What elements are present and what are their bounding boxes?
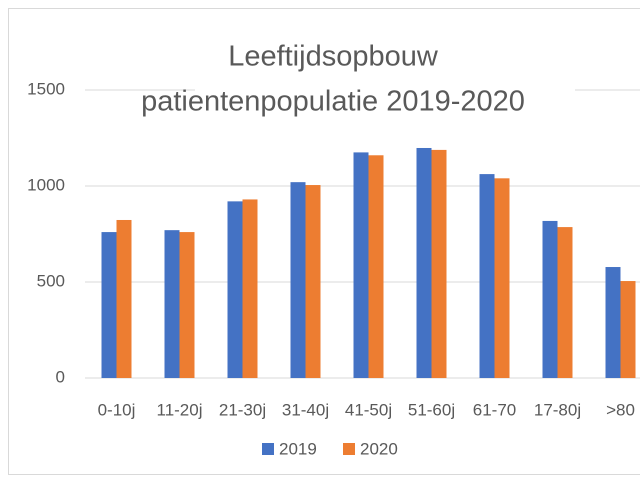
chart-title: Leeftijdsopbouw [228,41,439,73]
y-tick-label: 500 [37,271,65,290]
x-tick-label: 11-20j [157,400,203,419]
legend-label: 2019 [279,439,317,458]
x-tick-label: >80 [606,400,635,419]
bar [431,149,447,378]
legend-label: 2020 [360,439,398,458]
x-tick-label: 0-10j [98,400,136,419]
bar [605,267,621,378]
bar [368,155,384,378]
legend-swatch [343,443,355,455]
x-tick-label: 31-40j [282,400,329,419]
bar [179,232,195,378]
title-backdrop [195,32,575,132]
bar [290,182,306,378]
bar [353,152,369,378]
x-tick-label: 51-60j [408,400,455,419]
bar [620,281,636,378]
x-tick-label: 41-50j [345,400,392,419]
bar [542,220,558,378]
bar [479,174,495,378]
bars [101,147,636,378]
legend-swatch [262,443,274,455]
bar [227,201,243,378]
bar [242,199,258,378]
x-tick-label: 61-70 [473,400,516,419]
bar [416,147,432,378]
y-tick-label: 1500 [27,79,65,98]
chart-title: patientenpopulatie 2019-2020 [141,86,525,118]
bar [101,232,117,378]
bar [494,178,510,378]
bar [164,230,180,378]
y-tick-label: 0 [56,367,65,386]
x-tick-label: 17-80j [534,400,581,419]
bar [557,227,573,378]
x-tick-label: 21-30j [219,400,266,419]
bar [116,219,132,378]
bar [305,185,321,378]
y-tick-label: 1000 [27,175,65,194]
